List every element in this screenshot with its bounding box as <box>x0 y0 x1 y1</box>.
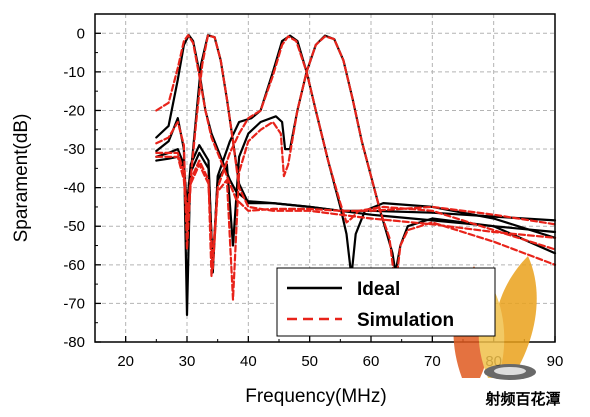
y-tick-label: 0 <box>77 25 85 42</box>
x-tick-label: 40 <box>240 353 257 370</box>
x-tick-label: 20 <box>117 353 134 370</box>
y-tick-label: -10 <box>63 64 85 81</box>
x-tick-label: 60 <box>363 353 380 370</box>
y-tick-label: -50 <box>63 218 85 235</box>
plot-frame <box>94 13 556 343</box>
series-line-simulation-4 <box>155 35 557 301</box>
series-line-ideal-4 <box>155 34 557 274</box>
legend: Ideal Simulation <box>276 267 496 337</box>
legend-label-simulation: Simulation <box>357 310 454 331</box>
x-tick-label: 30 <box>179 353 196 370</box>
legend-box <box>276 267 496 337</box>
x-axis-title: Frequency(MHz) <box>245 386 386 407</box>
series-layer <box>155 34 557 317</box>
watermark-text: 射频百花潭 <box>484 390 560 408</box>
y-tick-label: -30 <box>63 141 85 158</box>
y-tick-label: -40 <box>63 180 85 197</box>
y-tick-label: -60 <box>63 257 85 274</box>
x-tick-label: 70 <box>424 353 441 370</box>
x-tick-label: 50 <box>301 353 318 370</box>
y-tick-label: -20 <box>63 102 85 119</box>
y-axis-title: Sparament(dB) <box>11 114 32 243</box>
y-tick-label: -80 <box>63 334 85 351</box>
tick-layer: 20304050607080900-10-20-30-40-50-60-70-8… <box>63 13 564 370</box>
legend-label-ideal: Ideal <box>357 279 400 300</box>
y-tick-label: -70 <box>63 295 85 312</box>
x-tick-label: 90 <box>547 353 564 370</box>
